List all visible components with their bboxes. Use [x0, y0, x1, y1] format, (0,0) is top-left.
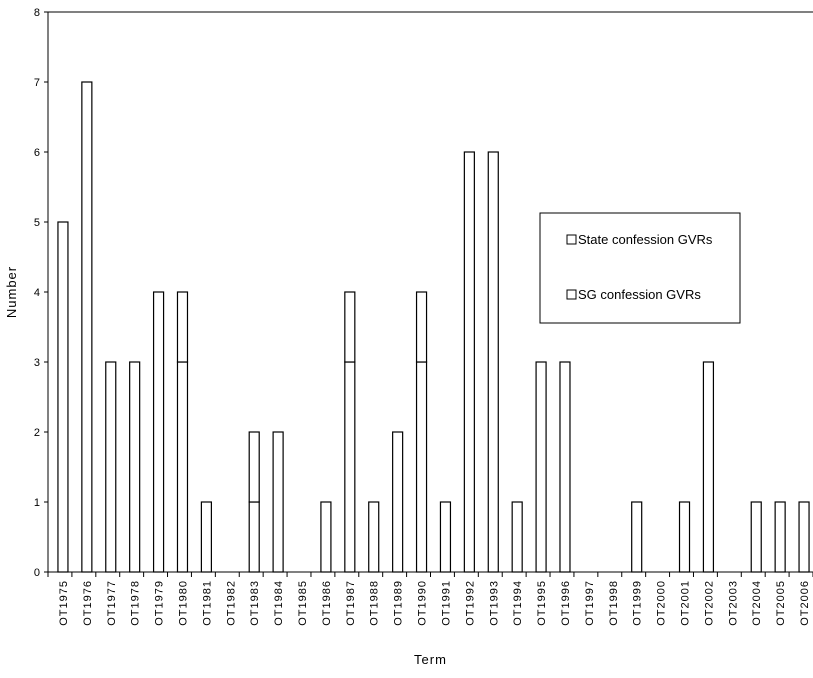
x-tick-label: OT1977 — [106, 580, 118, 626]
x-tick-label: OT1993 — [488, 580, 500, 626]
y-tick-label: 5 — [34, 217, 40, 229]
bar-state-confession — [344, 361, 356, 573]
x-tick-label: OT1979 — [154, 580, 166, 626]
x-tick-label: OT1976 — [82, 580, 94, 626]
x-tick-label: OT1991 — [440, 580, 452, 626]
bar-state-confession — [81, 81, 93, 573]
bar-sg-confession — [344, 291, 356, 363]
bar-state-confession — [511, 501, 523, 573]
x-tick-label: OT2000 — [656, 580, 668, 626]
x-tick-label: OT1981 — [201, 580, 213, 626]
x-tick-label: OT1985 — [297, 580, 309, 626]
x-tick-label: OT2002 — [703, 580, 715, 626]
x-tick-label: OT1983 — [249, 580, 261, 626]
bar-sg-confession — [415, 291, 428, 363]
x-tick-label: OT2004 — [751, 580, 763, 626]
y-tick-label: 2 — [34, 427, 40, 439]
y-tick-label: 4 — [34, 287, 40, 299]
x-tick-label: OT2001 — [680, 580, 692, 626]
bar-state-confession — [320, 501, 332, 573]
bar-state-confession — [368, 501, 380, 573]
x-tick-label: OT1989 — [393, 580, 405, 626]
bar-state-confession — [678, 501, 691, 573]
x-tick-label: OT1998 — [608, 580, 620, 626]
bar-sg-confession — [176, 291, 189, 363]
x-tick-label: OT2003 — [727, 580, 739, 626]
bar-state-confession — [415, 361, 428, 573]
x-tick-label: OT1982 — [225, 580, 237, 626]
x-tick-label: OT1996 — [560, 580, 572, 626]
y-tick-label: 1 — [34, 497, 40, 509]
bar-state-confession — [57, 221, 69, 573]
y-tick-label: 0 — [34, 567, 40, 579]
y-tick-label: 8 — [34, 7, 40, 19]
bar-state-confession — [535, 361, 547, 573]
legend-label-sg: SG confession GVRs — [578, 287, 701, 302]
bar-state-confession — [152, 291, 165, 573]
x-tick-label: OT1999 — [632, 580, 644, 626]
x-tick-label: OT1987 — [345, 580, 357, 626]
bar-state-confession — [750, 501, 762, 573]
bar-state-confession — [392, 431, 404, 573]
x-tick-label: OT1988 — [369, 580, 381, 626]
bar-state-confession — [774, 501, 786, 573]
legend-swatch-state — [566, 234, 577, 245]
y-axis-title: Number — [4, 266, 19, 318]
bar-state-confession — [702, 361, 715, 573]
x-tick-label: OT1994 — [512, 580, 524, 626]
x-tick-label: OT2006 — [799, 580, 811, 626]
x-axis-title: Term — [414, 652, 447, 667]
bar-sg-confession — [248, 431, 260, 503]
legend-box — [539, 212, 741, 324]
bar-state-confession — [559, 361, 571, 573]
x-axis-ticks: OT1975 OT1976 OT1977 OT1978 OT1979 OT1980 OT19… — [47, 572, 813, 626]
x-tick-label: OT1986 — [321, 580, 333, 626]
bar-state-confession — [272, 431, 284, 573]
x-tick-label: OT1984 — [273, 580, 285, 626]
x-tick-label: OT1975 — [58, 580, 70, 626]
y-tick-label: 7 — [34, 77, 40, 89]
y-tick-label: 3 — [34, 357, 40, 369]
x-tick-label: OT1997 — [584, 580, 596, 626]
bar-state-confession — [248, 501, 260, 573]
x-tick-label: OT1978 — [130, 580, 142, 626]
x-tick-label: OT2005 — [775, 580, 787, 626]
bar-state-confession — [200, 501, 212, 573]
x-tick-label: OT1995 — [536, 580, 548, 626]
x-tick-label: OT1990 — [417, 580, 429, 626]
x-tick-label: OT1980 — [177, 580, 189, 626]
legend-swatch-sg — [566, 289, 577, 300]
legend-label-state: State confession GVRs — [578, 232, 713, 247]
x-tick-label: OT1992 — [464, 580, 476, 626]
y-axis-ticks: 0 1 2 3 4 5 6 7 8 — [34, 7, 48, 579]
bar-series — [57, 81, 810, 573]
bar-state-confession — [439, 501, 452, 573]
bar-state-confession — [487, 151, 499, 573]
legend: State confession GVRs SG confession GVRs — [539, 212, 741, 324]
bar-state-confession — [176, 361, 189, 573]
bar-state-confession — [129, 361, 141, 573]
bar-state-confession — [105, 361, 117, 573]
bar-state-confession — [798, 501, 810, 573]
bar-state-confession — [463, 151, 475, 573]
y-tick-label: 6 — [34, 147, 40, 159]
bar-state-confession — [631, 501, 643, 573]
